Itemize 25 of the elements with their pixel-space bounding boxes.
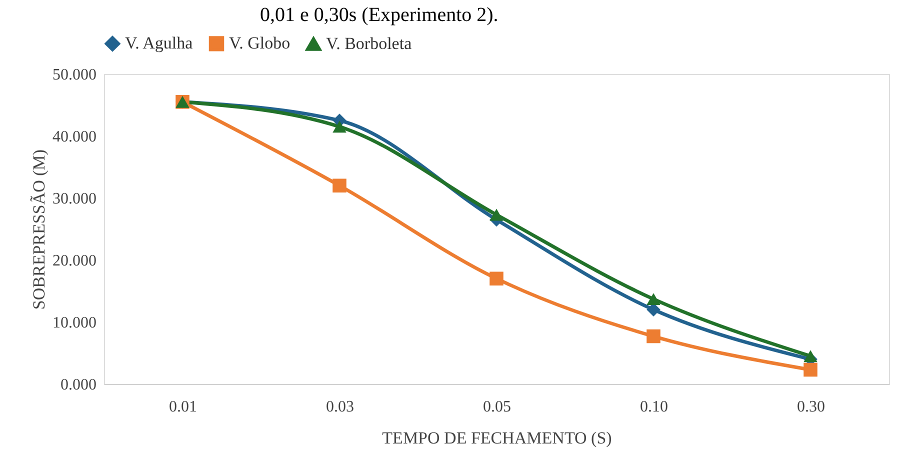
y-tick-label: 40.000 — [52, 128, 96, 146]
point — [332, 178, 346, 192]
y-tick-label: 20.000 — [52, 252, 96, 270]
y-tick-label: 30.000 — [52, 190, 96, 208]
x-tick-label: 0.01 — [169, 398, 197, 416]
y-axis-title: SOBREPRESSÃO (M) — [30, 149, 48, 310]
legend-label: V. Globo — [229, 34, 290, 53]
point — [490, 208, 504, 221]
x-axis-title: TEMPO DE FECHAMENTO (S) — [382, 428, 612, 448]
y-tick-label: 50.000 — [52, 66, 96, 84]
point — [804, 362, 818, 377]
x-tick-label: 0.30 — [797, 398, 825, 416]
point — [646, 293, 660, 306]
point — [490, 272, 504, 286]
legend-label: V. Agulha — [125, 34, 194, 53]
x-tick-label: 0.05 — [483, 398, 511, 416]
point — [804, 350, 818, 362]
point — [332, 120, 346, 133]
point — [646, 329, 660, 344]
y-tick-label: 10.000 — [52, 314, 96, 332]
chart-title: 0,01 e 0,30s (Experimento 2). — [260, 4, 498, 26]
x-tick-label: 0.03 — [326, 398, 354, 416]
y-tick-label: 0.000 — [60, 376, 96, 394]
legend-label: V. Borboleta — [326, 34, 412, 54]
x-tick-label: 0.10 — [640, 398, 668, 416]
